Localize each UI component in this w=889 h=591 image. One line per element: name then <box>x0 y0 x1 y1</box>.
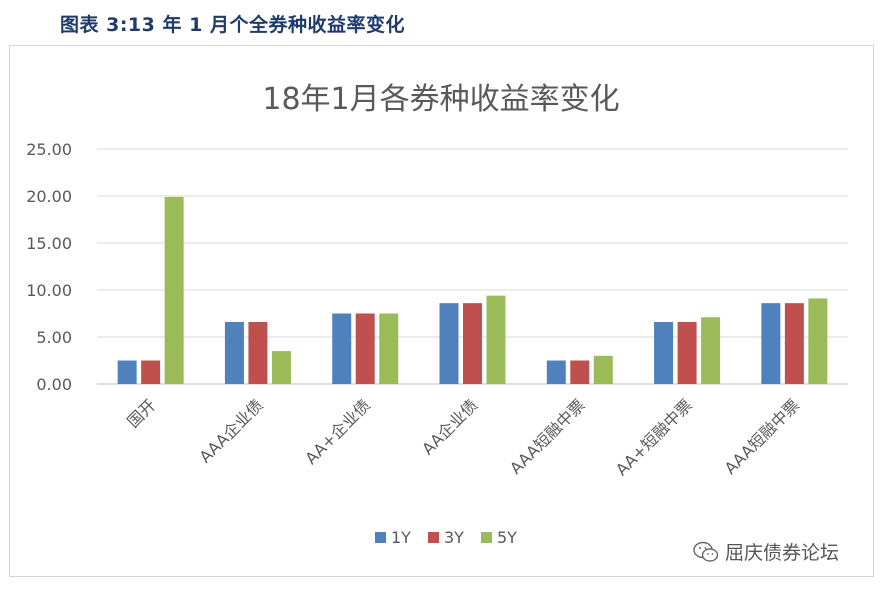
bar-1y <box>439 303 459 384</box>
bar-5y <box>271 351 291 384</box>
watermark: 屈庆债券论坛 <box>693 538 839 565</box>
legend: 1Y 3Y 5Y <box>375 528 517 547</box>
y-tick-label: 10.00 <box>26 281 72 300</box>
x-tick-label: 国开 <box>123 395 159 431</box>
wechat-icon <box>693 541 719 562</box>
bar-3y <box>141 360 161 384</box>
y-tick-label: 15.00 <box>26 234 72 253</box>
bar-3y <box>570 360 590 384</box>
bar-5y <box>486 295 506 384</box>
y-tick-label: 0.00 <box>36 375 72 394</box>
bar-3y <box>248 321 268 384</box>
y-tick-label: 20.00 <box>26 187 72 206</box>
bar-3y <box>677 321 697 384</box>
legend-swatch <box>481 532 492 543</box>
bar-1y <box>117 360 137 384</box>
bar-chart: 18年1月各券种收益率变化 25.00 20.00 15.00 10.00 5.00 0.… <box>26 82 848 547</box>
bar-1y <box>654 321 674 384</box>
legend-swatch <box>375 532 386 543</box>
bar-5y <box>701 317 721 384</box>
bars <box>117 196 828 384</box>
bar-5y <box>593 355 613 384</box>
legend-swatch <box>428 532 439 543</box>
legend-label: 5Y <box>497 528 517 547</box>
x-tick-label: AA企业债 <box>418 395 481 458</box>
bar-5y <box>808 298 828 384</box>
watermark-text: 屈庆债券论坛 <box>725 542 840 564</box>
bar-1y <box>332 313 352 384</box>
x-tick-label: AA+企业债 <box>301 395 374 468</box>
legend-label: 3Y <box>444 528 464 547</box>
chart-title: 18年1月各券种收益率变化 <box>262 82 619 117</box>
x-tick-label: AA+短融中票 <box>612 395 696 479</box>
bar-1y <box>546 360 566 384</box>
bar-3y <box>784 303 804 384</box>
bar-1y <box>224 321 244 384</box>
y-axis-ticks: 25.00 20.00 15.00 10.00 5.00 0.00 <box>26 140 72 394</box>
x-tick-label: AAA企业债 <box>196 395 267 466</box>
x-tick-label: AAA短融中票 <box>721 395 804 478</box>
bar-5y <box>164 196 184 384</box>
x-axis-ticks: 国开 AAA企业债 AA+企业债 AA企业债 AAA短融中票 AA+短融中票 AAA短融中票 <box>123 395 803 479</box>
bar-3y <box>355 313 375 384</box>
legend-label: 1Y <box>391 528 411 547</box>
figure-caption: 图表 3:13 年 1 月个全券种收益率变化 <box>60 14 405 36</box>
y-tick-label: 25.00 <box>26 140 72 159</box>
bar-3y <box>463 303 482 384</box>
bar-5y <box>379 313 399 384</box>
y-tick-label: 5.00 <box>36 328 72 347</box>
bar-1y <box>761 303 781 384</box>
chart-area: 18年1月各券种收益率变化 25.00 20.00 15.00 10.00 5.00 0.… <box>9 45 874 577</box>
x-tick-label: AAA短融中票 <box>506 395 589 478</box>
